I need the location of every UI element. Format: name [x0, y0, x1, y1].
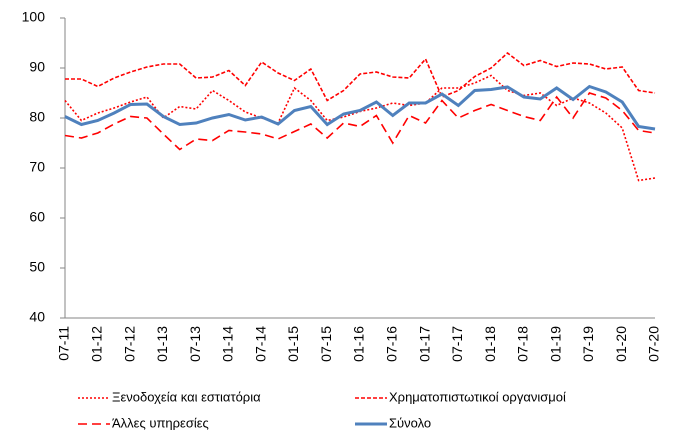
x-tick-label: 01-16	[351, 326, 367, 362]
legend-label: Άλλες υπηρεσίες	[112, 415, 209, 430]
x-tick-label: 07-11	[56, 326, 72, 361]
series-line	[64, 84, 656, 131]
y-tick-label: 50	[29, 259, 45, 275]
series-line	[64, 92, 656, 151]
y-tick-label: 60	[29, 209, 45, 225]
legend-label: Χρηματοπιστωτικοί οργανισμοί	[389, 389, 566, 404]
y-tick-label: 100	[22, 9, 46, 25]
x-tick-label: 01-17	[416, 326, 432, 362]
legend-label: Ξενοδοχεία και εστιατόρια	[112, 389, 261, 404]
series-line	[65, 51, 656, 102]
y-tick-label: 90	[29, 59, 45, 75]
y-tick-label: 40	[29, 309, 45, 325]
x-tick-label: 07-20	[646, 326, 662, 362]
x-tick-label: 07-17	[449, 326, 465, 362]
x-tick-label: 01-12	[88, 326, 104, 362]
legend: Ξενοδοχεία και εστιατόρια Χρηματοπιστωτικ…	[78, 389, 566, 430]
x-tick-label: 07-12	[121, 326, 137, 362]
x-tick-label: 07-18	[515, 326, 531, 362]
legend-label: Σύνολο	[389, 415, 431, 430]
x-tick-label: 01-20	[613, 326, 629, 362]
y-tick-label: 70	[29, 159, 45, 175]
x-tick-label: 07-13	[187, 326, 203, 362]
x-tick-label: 01-13	[154, 326, 170, 362]
x-tick-label: 07-14	[252, 326, 268, 362]
x-tick-label: 01-14	[220, 326, 236, 362]
y-tick-label: 80	[29, 109, 45, 125]
x-tick-label: 01-15	[285, 326, 301, 362]
x-tick-label: 07-15	[318, 326, 334, 362]
series-line	[64, 74, 656, 182]
x-tick-label: 07-16	[383, 326, 399, 362]
x-tick-label: 01-19	[547, 326, 563, 362]
x-tick-label: 07-19	[580, 326, 596, 362]
x-tick-label: 01-18	[482, 326, 498, 362]
